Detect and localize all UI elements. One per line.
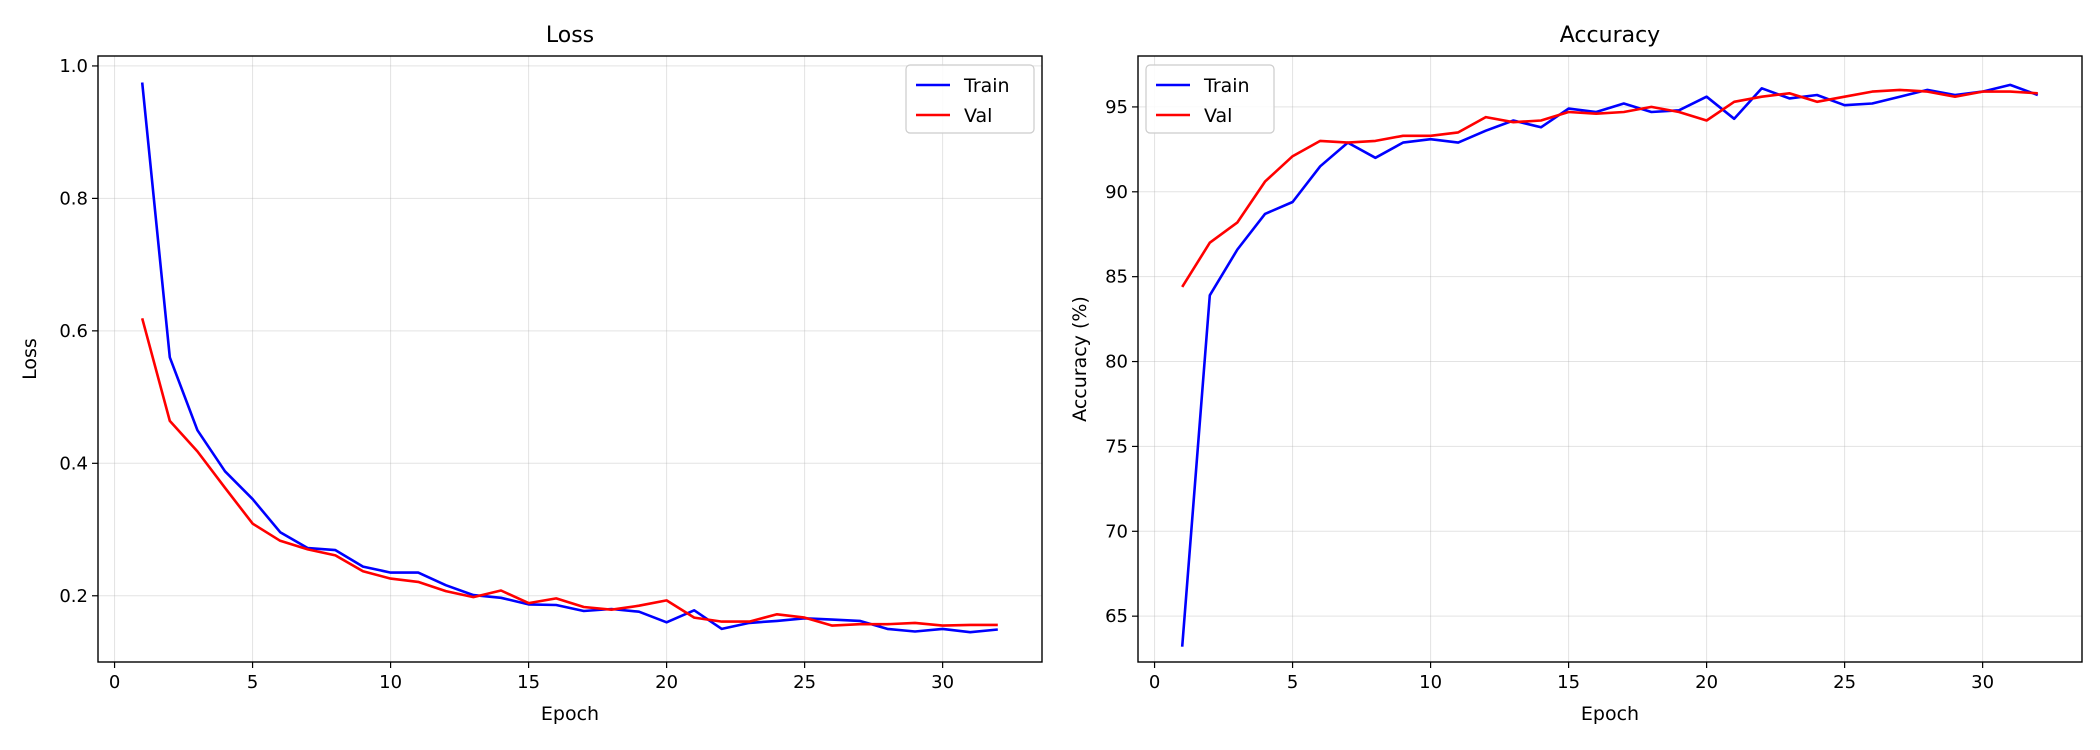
accuracy-x-tick-label: 0 xyxy=(1149,672,1160,693)
loss-y-tick-label: 0.2 xyxy=(59,586,88,607)
loss-series xyxy=(140,82,998,634)
accuracy-legend-val-label: Val xyxy=(1204,105,1232,127)
accuracy-chart: 0 5 10 15 20 25 30 65 70 75 80 85 90 95 Accuracy Epoc… xyxy=(1069,23,2083,725)
accuracy-y-axis-label: Accuracy (%) xyxy=(1069,296,1091,422)
loss-y-tick-label: 0.8 xyxy=(59,188,88,209)
accuracy-grid xyxy=(1138,56,2082,662)
loss-ticks: 0 5 10 15 20 25 30 0.2 0.4 0.6 0.8 1.0 xyxy=(59,56,954,693)
loss-chart-title: Loss xyxy=(546,23,594,48)
loss-val-series-line xyxy=(140,317,998,627)
accuracy-y-tick-label: 65 xyxy=(1105,606,1128,627)
accuracy-legend-train-label: Train xyxy=(1203,75,1250,97)
accuracy-ticks: 0 5 10 15 20 25 30 65 70 75 80 85 90 95 xyxy=(1105,97,1994,693)
loss-chart: 0 5 10 15 20 25 30 0.2 0.4 0.6 0.8 1.0 Loss Epoch L… xyxy=(19,23,1043,725)
loss-x-tick-label: 15 xyxy=(517,672,540,693)
loss-y-axis-label: Loss xyxy=(19,338,41,380)
loss-x-tick-label: 5 xyxy=(247,672,258,693)
loss-legend-val-label: Val xyxy=(964,105,992,127)
loss-x-tick-label: 0 xyxy=(109,672,120,693)
loss-x-tick-label: 30 xyxy=(931,672,954,693)
loss-train-series-line xyxy=(140,82,998,634)
loss-x-tick-label: 10 xyxy=(379,672,402,693)
loss-grid xyxy=(98,56,1042,662)
accuracy-x-tick-label: 30 xyxy=(1971,672,1994,693)
accuracy-x-tick-label: 5 xyxy=(1287,672,1298,693)
accuracy-x-tick-label: 15 xyxy=(1557,672,1580,693)
loss-y-tick-label: 0.6 xyxy=(59,321,88,342)
accuracy-y-tick-label: 70 xyxy=(1105,521,1128,542)
accuracy-x-tick-label: 10 xyxy=(1419,672,1442,693)
accuracy-legend: Train Val xyxy=(1145,64,1275,134)
accuracy-series xyxy=(1180,83,2039,647)
accuracy-x-tick-label: 25 xyxy=(1833,672,1856,693)
accuracy-val-series-line xyxy=(1181,88,2038,288)
loss-y-tick-label: 0.4 xyxy=(59,453,88,474)
accuracy-y-tick-label: 75 xyxy=(1105,436,1128,457)
accuracy-y-tick-label: 90 xyxy=(1105,182,1128,203)
accuracy-axes-frame xyxy=(1137,55,2083,663)
accuracy-train-series-line xyxy=(1180,83,2039,647)
loss-axes-frame xyxy=(97,55,1043,663)
accuracy-x-axis-label: Epoch xyxy=(1581,703,1639,725)
loss-legend-train-label: Train xyxy=(963,75,1010,97)
loss-x-tick-label: 20 xyxy=(655,672,678,693)
accuracy-y-tick-label: 95 xyxy=(1105,97,1128,118)
accuracy-chart-title: Accuracy xyxy=(1560,23,1660,48)
accuracy-x-tick-label: 20 xyxy=(1695,672,1718,693)
loss-x-tick-label: 25 xyxy=(793,672,816,693)
loss-x-axis-label: Epoch xyxy=(541,703,599,725)
accuracy-y-tick-label: 85 xyxy=(1105,267,1128,288)
accuracy-y-tick-label: 80 xyxy=(1105,352,1128,373)
loss-y-tick-label: 1.0 xyxy=(59,56,88,77)
loss-legend: Train Val xyxy=(905,64,1035,134)
